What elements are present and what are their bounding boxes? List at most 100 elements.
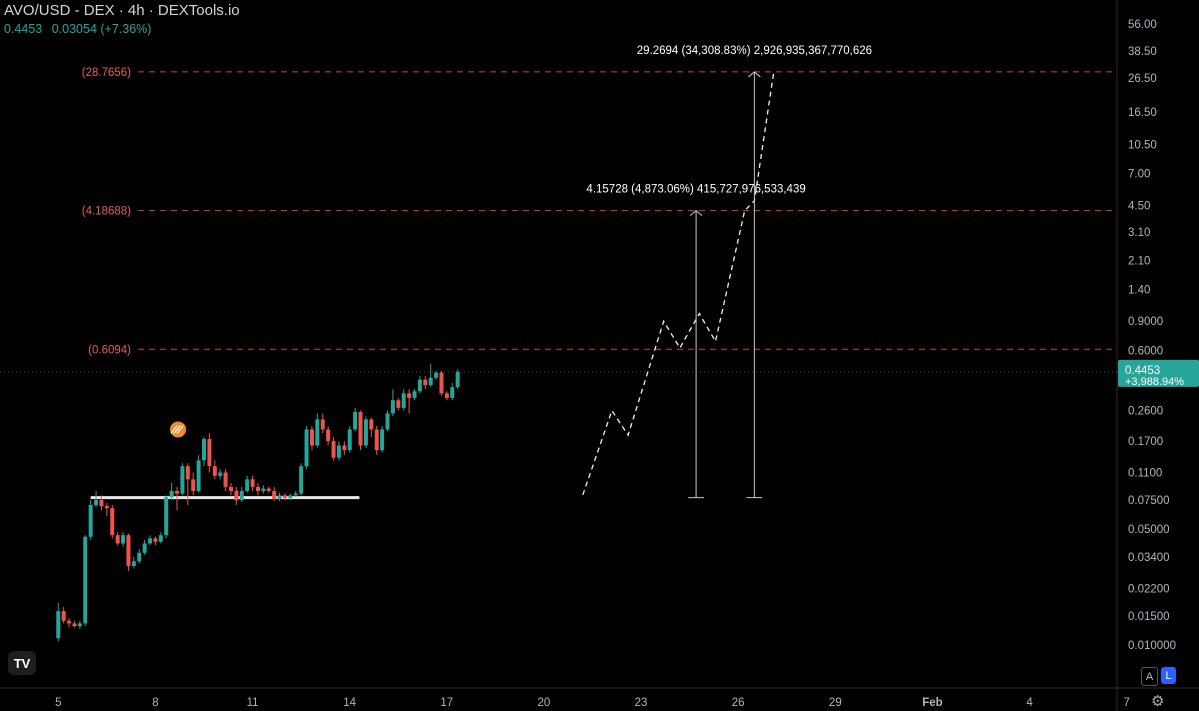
candle-body [407, 393, 412, 398]
candle-body [299, 466, 304, 494]
candle-body [304, 429, 309, 467]
candle-body [396, 400, 401, 408]
candle-body [272, 491, 277, 500]
candle-body [61, 611, 66, 621]
target-level-label: (0.6094) [88, 344, 131, 356]
y-tick-label: 56.00 [1128, 19, 1157, 31]
gear-icon[interactable]: ⚙ [1151, 693, 1165, 710]
candle-body [245, 479, 250, 492]
candle-body [385, 413, 390, 430]
candle-body [250, 479, 255, 487]
symbol-title[interactable]: AVO/USD - DEX · 4h · DEXTools.io [4, 2, 240, 19]
target-level-label: (4.18688) [82, 206, 131, 218]
x-tick-label: 23 [635, 697, 648, 709]
candle-body [67, 620, 72, 624]
candle-body [218, 472, 223, 476]
candle-body [369, 419, 374, 430]
measure-label: 4.15728 (4,873.06%) 415,727,976,533,439 [586, 184, 805, 196]
x-tick-label: 8 [152, 697, 158, 709]
y-tick-label: 0.010000 [1128, 640, 1176, 652]
target-level-label: (28.7656) [82, 67, 131, 79]
candle-body [77, 623, 82, 627]
candle-body [412, 391, 417, 398]
y-tick-label: 0.6000 [1128, 345, 1163, 357]
candle-body [374, 429, 379, 451]
x-tick-label: 17 [440, 697, 453, 709]
candle-body [72, 623, 77, 627]
candle-body [121, 535, 126, 544]
x-tick-label: Feb [922, 697, 942, 709]
candle-body [363, 419, 368, 446]
x-tick-label: 11 [247, 697, 259, 709]
candle-body [56, 611, 61, 639]
candle-body [239, 491, 244, 501]
candle-body [434, 372, 439, 378]
candle-body [212, 466, 217, 476]
candle-body [180, 466, 185, 494]
candle-body [401, 393, 406, 408]
candle-body [423, 379, 428, 386]
candle-body [358, 411, 363, 446]
candle-body [104, 506, 109, 509]
x-tick-label: 14 [343, 697, 356, 709]
candle-body [148, 538, 153, 544]
candle-body [99, 500, 104, 507]
candle-body [439, 372, 444, 394]
y-tick-label: 0.05000 [1128, 524, 1170, 536]
y-tick-label: 7.00 [1128, 169, 1150, 181]
candle-body [142, 543, 147, 553]
y-tick-label: 10.50 [1128, 139, 1157, 151]
candle-body [444, 393, 449, 398]
candle-body [336, 445, 341, 458]
y-tick-label: 0.1700 [1128, 436, 1163, 448]
last-price: 0.4453 [4, 22, 43, 36]
event-marker-stripe [170, 425, 178, 434]
candle-body [417, 379, 422, 392]
candle-body [455, 371, 460, 388]
candle-body [277, 495, 282, 500]
y-tick-label: 2.10 [1128, 255, 1150, 267]
y-tick-label: 0.01500 [1128, 611, 1170, 623]
y-tick-label: 0.9000 [1128, 316, 1163, 328]
candle-body [158, 535, 163, 542]
candle-body [196, 460, 201, 492]
y-tick-label: 0.02200 [1128, 583, 1170, 595]
candle-body [428, 377, 433, 386]
x-tick-label: 5 [55, 697, 61, 709]
measure-label: 29.2694 (34,308.83%) 2,926,935,367,770,6… [637, 45, 872, 57]
price-change: 0.03054 (+7.36%) [51, 22, 152, 36]
event-marker-icon [170, 421, 187, 438]
candle-body [282, 495, 287, 499]
x-tick-label: 20 [538, 697, 551, 709]
candle-body [266, 488, 271, 492]
y-tick-label: 4.50 [1128, 200, 1150, 212]
candle-body [88, 504, 93, 537]
y-tick-label: 0.03400 [1128, 552, 1170, 564]
candle-body [390, 400, 395, 414]
candle-body [110, 508, 115, 536]
candle-body [131, 561, 136, 566]
candle-body [342, 445, 347, 451]
y-tick-label: 38.50 [1128, 46, 1157, 58]
candle-body [309, 429, 314, 446]
measure-arrow [748, 71, 761, 78]
candle-body [223, 472, 228, 487]
y-tick-label: 0.1100 [1128, 467, 1162, 479]
candle-body [164, 497, 169, 536]
price-readout: 0.4453 0.03054 (+7.36%) [4, 22, 240, 36]
x-tick-label: 7 [1124, 697, 1130, 709]
auto-scale-button[interactable]: A [1141, 667, 1158, 686]
candle-body [320, 419, 325, 430]
candle-body [202, 439, 207, 461]
y-tick-label: 0.07500 [1128, 495, 1170, 507]
tradingview-logo-icon[interactable]: TV [8, 651, 36, 675]
candle-body [380, 429, 385, 451]
x-tick-label: 26 [732, 697, 745, 709]
log-scale-button[interactable]: L [1161, 667, 1176, 684]
event-marker-stripe [176, 425, 184, 434]
candle-body [185, 466, 190, 480]
candle-body [115, 535, 120, 544]
candle-body [83, 536, 88, 624]
x-tick-label: 4 [1026, 697, 1033, 709]
